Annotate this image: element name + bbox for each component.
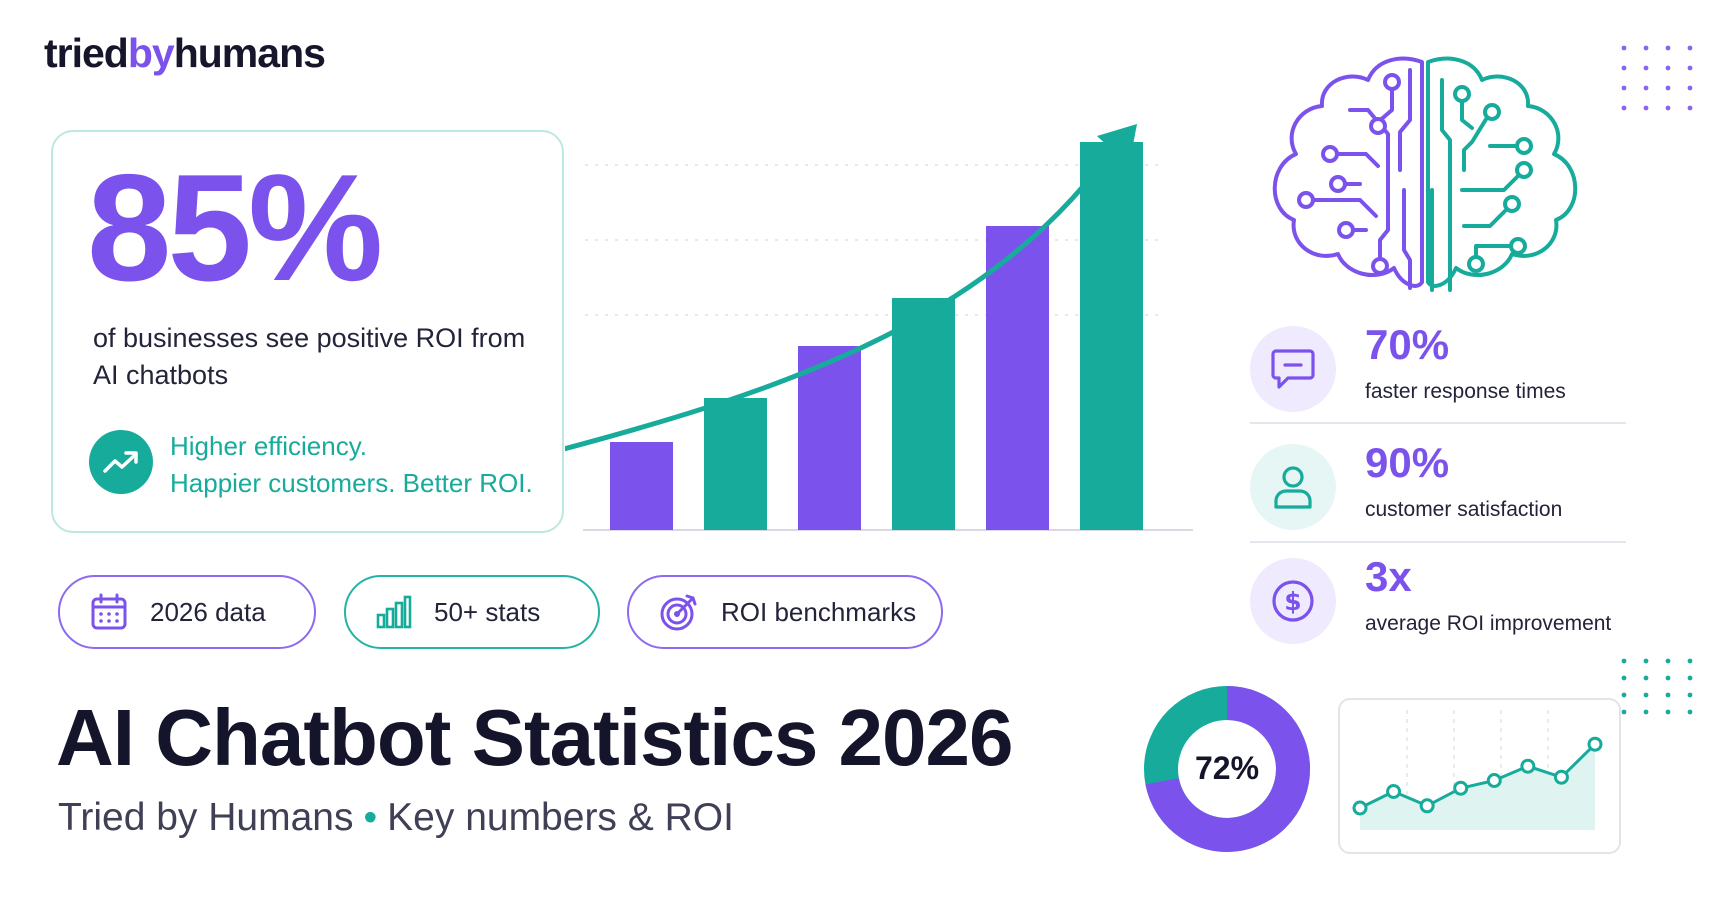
dollar-icon: $: [1250, 558, 1336, 644]
dot: [1621, 65, 1627, 71]
dot: [1643, 85, 1649, 91]
dot: [1687, 85, 1693, 91]
divider: [1250, 541, 1626, 543]
stat-value: 3x: [1365, 553, 1412, 600]
bar: [798, 346, 861, 530]
dot: [1665, 45, 1671, 51]
dot: [1621, 709, 1627, 715]
dot: [1621, 658, 1627, 664]
hero-stat-card: 85% of businesses see positive ROI from …: [51, 130, 564, 533]
bar: [986, 226, 1049, 530]
bar: [1080, 142, 1143, 530]
logo-text-humans: humans: [173, 30, 326, 76]
donut-chart: [1144, 686, 1310, 852]
logo-text-by: by: [127, 30, 175, 76]
dot: [1643, 709, 1649, 715]
stat-row-roi: $ 3x average ROI improvement: [1250, 548, 1630, 658]
donut-percent: 72%: [1194, 750, 1260, 786]
dot: [1665, 709, 1671, 715]
chat-icon: [1250, 326, 1336, 412]
dot: [1687, 709, 1693, 715]
dot: [1687, 65, 1693, 71]
brain-circuit-icon: [1272, 56, 1578, 292]
bar: [892, 298, 955, 530]
target-icon: [660, 594, 697, 631]
stat-label: customer satisfaction: [1365, 498, 1563, 521]
badge-label: 50+ stats: [434, 596, 541, 627]
dot: [1687, 692, 1693, 698]
donut-slice-value: [1144, 686, 1310, 852]
hero-tagline: Higher efficiency. Happier customers. Be…: [170, 428, 533, 502]
subtitle-topic: Key numbers & ROI: [387, 796, 734, 839]
dot: [1643, 692, 1649, 698]
decorative-dots: [1621, 45, 1693, 111]
trend-arrow-head: [1097, 124, 1137, 166]
logo-text-tried: tried: [44, 30, 129, 76]
subtitle-brand: Tried by Humans: [58, 796, 354, 839]
logo: triedbyhumans: [44, 30, 326, 77]
dot: [1643, 105, 1649, 111]
badge-2026-data: 2026 data: [58, 575, 316, 649]
dot: [1621, 105, 1627, 111]
bar: [704, 398, 767, 530]
trend-up-icon: [89, 430, 153, 494]
dot: [1687, 105, 1693, 111]
dot: [1665, 658, 1671, 664]
dot: [1621, 85, 1627, 91]
dot: [1665, 675, 1671, 681]
hero-percent: 85%: [87, 143, 383, 313]
dot: [1643, 65, 1649, 71]
data-point: [1520, 758, 1536, 774]
badge-stats: 50+ stats: [344, 575, 600, 649]
bar-chart-icon: [376, 595, 412, 629]
dot: [1621, 675, 1627, 681]
area-fill: [1360, 744, 1595, 830]
divider: [1250, 422, 1626, 424]
dot: [1643, 45, 1649, 51]
dot: [1665, 65, 1671, 71]
line-chart: [1352, 710, 1603, 830]
dot: [1665, 85, 1671, 91]
badge-label: 2026 data: [150, 596, 266, 627]
data-point: [1587, 736, 1603, 752]
stat-value: 70%: [1365, 321, 1450, 368]
trend-arrow-line: [565, 137, 1122, 452]
hero-tagline-line2: Happier customers. Better ROI.: [170, 468, 533, 498]
stat-label: average ROI improvement: [1365, 612, 1612, 635]
dot: [1665, 105, 1671, 111]
data-point: [1352, 800, 1368, 816]
stat-value: 90%: [1365, 439, 1450, 486]
stat-row-response: 70% faster response times: [1250, 316, 1630, 426]
data-point: [1419, 798, 1435, 814]
dot: [1687, 675, 1693, 681]
dot: [1643, 658, 1649, 664]
hero-tagline-line1: Higher efficiency.: [170, 431, 368, 461]
page-subtitle: Tried by Humans • Key numbers & ROI: [58, 796, 734, 840]
dot: [1665, 692, 1671, 698]
decorative-dots: [1621, 658, 1693, 715]
data-point: [1453, 780, 1469, 796]
data-point: [1386, 784, 1402, 799]
subtitle-separator: •: [363, 796, 378, 839]
badge-label: ROI benchmarks: [721, 596, 917, 627]
dot: [1687, 45, 1693, 51]
stat-label: faster response times: [1365, 380, 1566, 403]
data-point: [1486, 773, 1502, 788]
dot: [1621, 45, 1627, 51]
bar-chart: [565, 124, 1193, 531]
data-point: [1553, 769, 1569, 785]
dot: [1687, 658, 1693, 664]
hero-description: of businesses see positive ROI from AI c…: [93, 323, 526, 390]
svg-text:$: $: [1284, 587, 1301, 616]
badge-roi-benchmarks: ROI benchmarks: [627, 575, 943, 649]
stat-row-satisfaction: 90% customer satisfaction: [1250, 434, 1630, 544]
calendar-icon: [91, 593, 127, 630]
dot: [1643, 675, 1649, 681]
line-chart-card: [1338, 698, 1621, 854]
user-icon: [1250, 444, 1336, 530]
dot: [1621, 692, 1627, 698]
bar: [610, 442, 673, 530]
page-title: AI Chatbot Statistics 2026: [56, 693, 1013, 782]
